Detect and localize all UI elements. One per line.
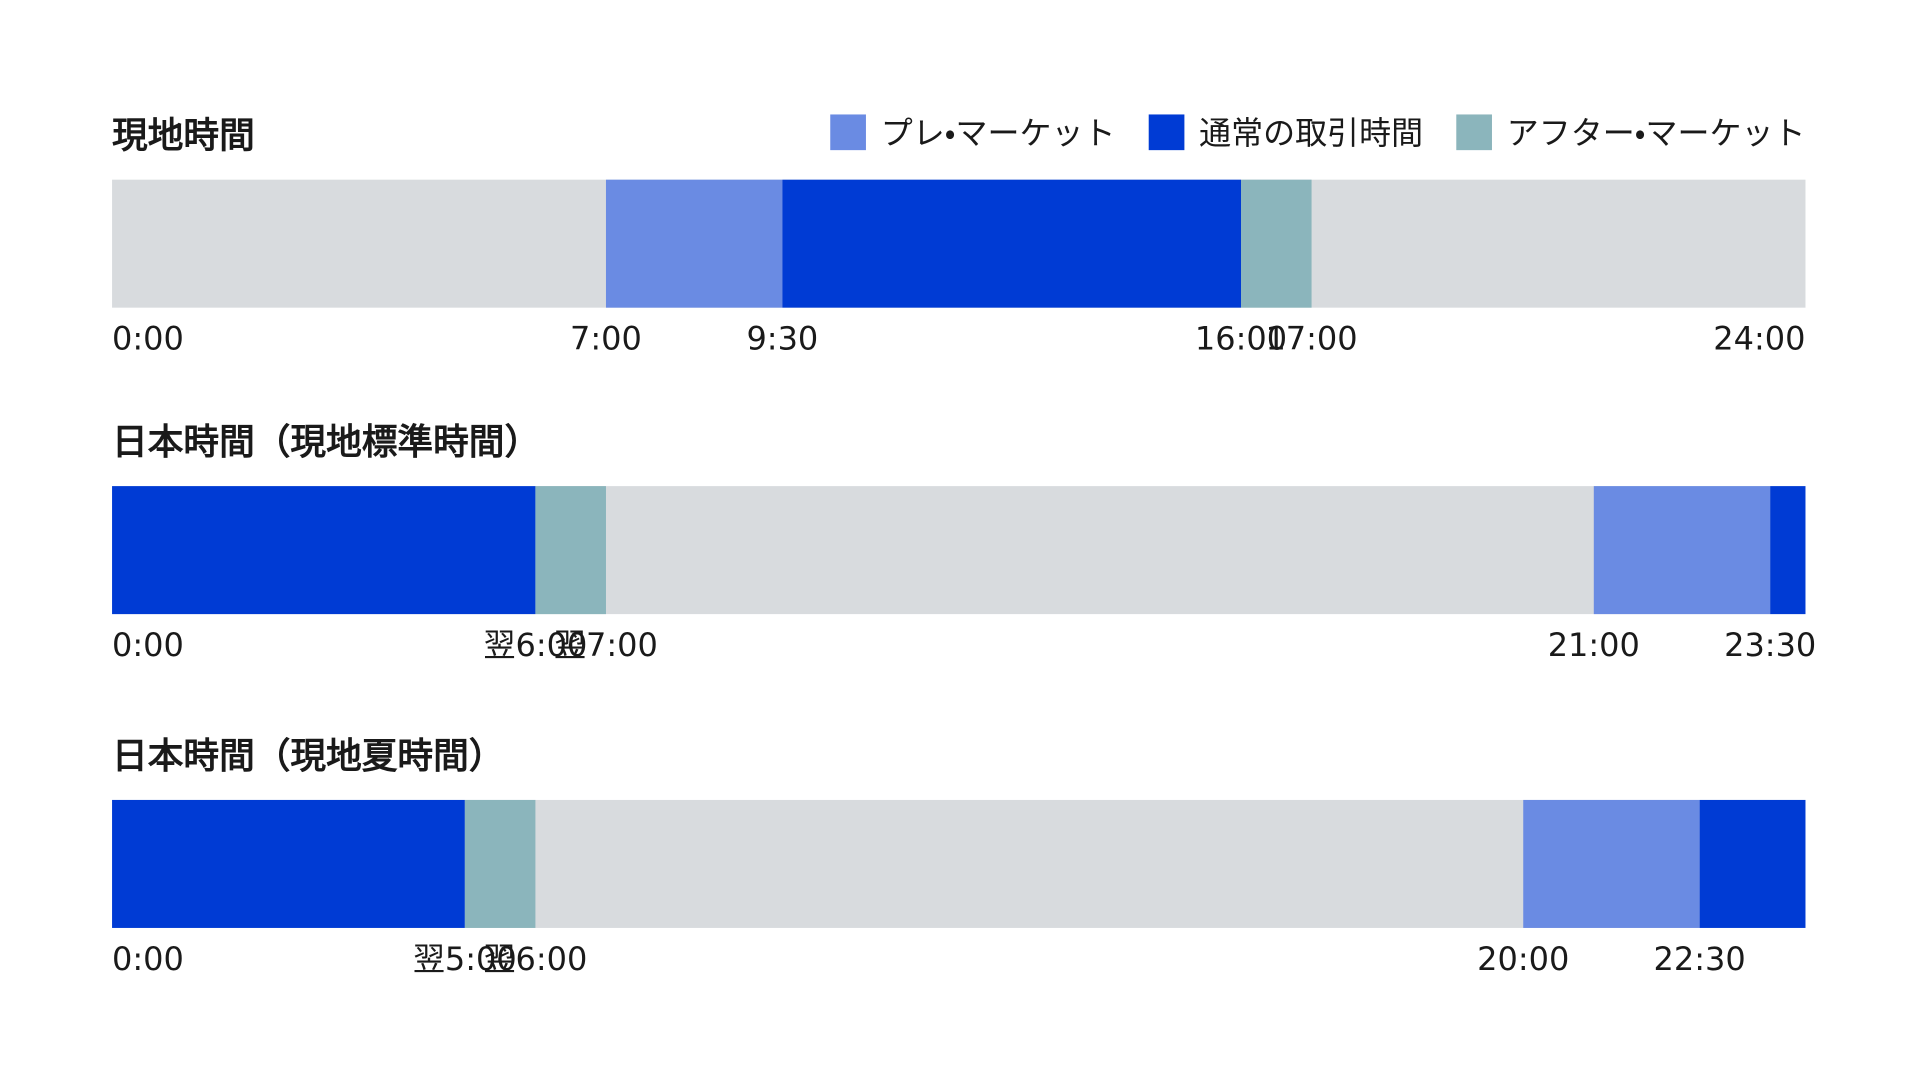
tick-label: 0:00 xyxy=(112,320,184,358)
legend-label: アフター・マーケット xyxy=(1507,114,1806,152)
tick-label: 20:00 xyxy=(1477,940,1569,978)
tick-label: 17:00 xyxy=(1265,320,1357,358)
tick-label: 翌6:00 xyxy=(484,940,588,978)
segment xyxy=(1241,179,1312,308)
segment xyxy=(782,179,1242,308)
segment xyxy=(1770,486,1806,615)
tick-label: 翌6:00 xyxy=(484,626,588,664)
tick-label: 0:00 xyxy=(112,940,184,978)
row-title: 日本時間（現地夏時間） xyxy=(112,736,504,777)
legend-label: プレ・マーケット xyxy=(881,114,1116,152)
legend-label: 通常の取引時間 xyxy=(1199,114,1423,152)
tick-label: 7:00 xyxy=(570,320,642,358)
segment xyxy=(112,799,465,928)
row-title: 現地時間 xyxy=(112,116,255,157)
legend: プレ・マーケット 通常の取引時間 アフター・マーケット xyxy=(830,114,1805,152)
tick-label: 9:30 xyxy=(746,320,818,358)
segment xyxy=(1699,799,1806,928)
segment xyxy=(605,179,783,308)
segment xyxy=(112,486,536,615)
tick-label: 翌7:00 xyxy=(554,626,658,664)
segment xyxy=(1593,486,1771,615)
segment xyxy=(535,486,606,615)
tick-label: 翌5:00 xyxy=(413,940,517,978)
tick-label: 21:00 xyxy=(1548,626,1640,664)
tick-label: 0:00 xyxy=(112,626,184,664)
legend-swatch xyxy=(1148,114,1185,151)
legend-swatch xyxy=(1456,114,1492,151)
segment xyxy=(464,799,536,928)
tick-label: 16:00 xyxy=(1195,320,1287,358)
row-title: 日本時間（現地標準時間） xyxy=(112,422,540,463)
tick-label: 22:30 xyxy=(1654,940,1746,978)
legend-swatch xyxy=(830,114,866,151)
tick-label: 23:30 xyxy=(1724,626,1816,664)
segment xyxy=(1523,799,1700,928)
tick-label: 24:00 xyxy=(1713,320,1805,358)
